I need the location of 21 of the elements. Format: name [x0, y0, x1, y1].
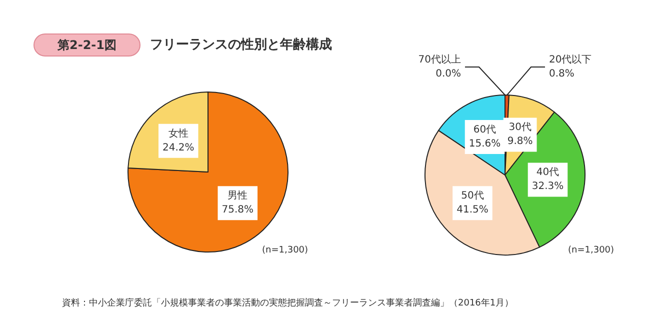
data-label: 32.3%	[532, 181, 564, 192]
text: 第2-2-1図	[56, 38, 117, 52]
text: 資料：中小企業庁委託「小規模事業者の事業活動の実態把握調査～フリーランス事業者調査編」（2016年1月）	[62, 298, 514, 308]
slice-label: 40代	[536, 167, 560, 178]
text: (n=1,300)	[262, 246, 308, 256]
slice-label: 男性	[228, 190, 248, 202]
data-label: 24.2%	[162, 142, 194, 154]
data-label: 41.5%	[456, 204, 488, 216]
slice-label: 20代以下	[549, 54, 592, 66]
chart-title: フリーランスの性別と年齢構成	[150, 38, 332, 52]
slice-label: 女性	[168, 127, 188, 140]
data-label: 0.8%	[549, 68, 574, 80]
data-label: 75.8%	[222, 204, 254, 216]
slice-label: 50代	[461, 190, 484, 202]
slice-label: 60代	[473, 124, 496, 136]
category-label: 70代以上	[418, 54, 461, 66]
text: 0.0%	[436, 68, 461, 80]
text: (n=1,300)	[568, 246, 614, 256]
data-label: 9.8%	[507, 136, 533, 148]
slice-label: 30代	[508, 122, 532, 134]
data-label: 15.6%	[468, 138, 501, 150]
